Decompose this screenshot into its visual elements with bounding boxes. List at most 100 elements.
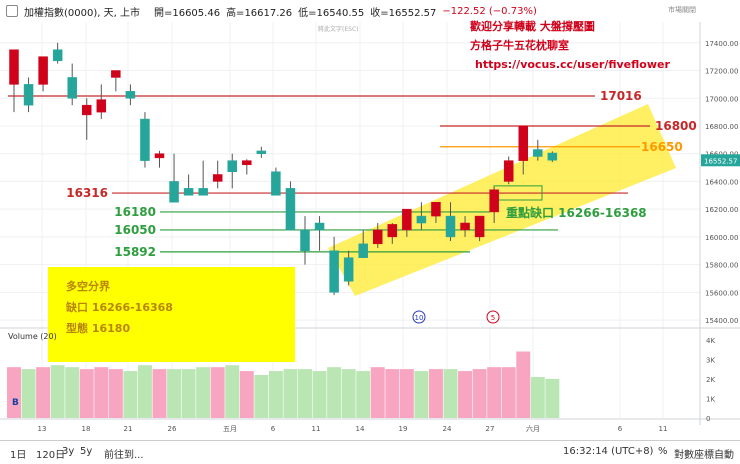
volume-bar [7,367,21,418]
info-box-text: 缺口 16266-16368 [65,300,173,314]
logo-icon: B [12,398,19,408]
price-axis-label: 16400.00 [705,178,738,186]
price-axis-label: 15600.00 [705,289,738,297]
percent-toggle[interactable]: % [658,446,668,457]
volume-bar [21,369,36,418]
candle-body [183,188,194,196]
center-label: 將此文字(ESC) [318,25,358,33]
time-axis-label: 18 [82,425,91,433]
time-axis-label: 19 [399,425,408,433]
volume-bar [327,367,342,418]
candle-body [285,188,296,231]
candle-body [533,149,543,157]
volume-bar [385,369,400,418]
range-1d[interactable]: 1日 [10,450,27,461]
price-axis-label: 17400.00 [705,40,738,48]
price-chart[interactable]: 17400.0017200.0017000.0016800.0016600.00… [0,0,740,440]
time-axis-label: 11 [659,425,668,433]
volume-axis-label: 0 [706,415,710,423]
symbol-title[interactable]: 加權指數(0000), 天, 上市 [24,7,140,19]
candle-body [140,118,150,161]
candle-body [416,215,427,224]
log-toggle[interactable]: 對數座標 [674,450,714,461]
volume-bar [501,367,516,418]
time-axis-label: 26 [168,425,177,433]
auto-toggle[interactable]: 自動 [714,450,734,461]
market-status: 市場關閉 [668,5,696,14]
price-axis-label: 17200.00 [705,68,738,76]
current-price-tag [701,154,740,167]
volume-axis-label: 1K [706,395,715,403]
range-3y[interactable]: 3y [62,446,75,457]
price-axis-label: 16000.00 [705,234,738,242]
volume-axis-label: 2K [706,376,715,384]
goto-button[interactable]: 前往到... [104,450,144,461]
volume-bar [356,371,371,418]
range-5y[interactable]: 5y [80,446,93,457]
event-marker-label: 5 [491,314,495,322]
event-marker-label: 10 [415,314,424,322]
gap-label: 重點缺口 16266-16368 [506,205,647,220]
level-label-15892: 15892 [114,245,156,259]
volume-bar [79,369,94,418]
time-axis-label: 11 [312,425,321,433]
price-axis-label: 15400.00 [705,317,738,325]
volume-bar [530,376,545,418]
candle-body [431,201,441,217]
candle-body [82,104,92,116]
time-axis-label: 13 [38,425,47,433]
info-box-text: 多空分界 [66,279,110,293]
time-axis-label: 6 [618,425,623,433]
volume-bar [152,369,167,418]
volume-bar [399,369,414,418]
level-label-17016: 17016 [600,89,642,103]
volume-bar [137,365,152,418]
time-axis-label: 24 [443,425,452,433]
candle-body [489,189,499,213]
volume-bar [36,367,51,418]
change-value: −122.52 (−0.73%) [442,5,537,17]
info-box [48,267,295,362]
clock-text: 16:32:14 (UTC+8) [563,446,654,457]
candle-body [518,125,528,161]
candle-body [271,171,281,196]
range-120d[interactable]: 120日 [36,450,66,461]
candle-body [227,160,237,172]
candle-body [242,160,252,166]
candle-body [111,70,121,78]
candle-body [547,152,558,161]
volume-bar [254,374,269,418]
time-axis-label: 27 [486,425,495,433]
top-annotation: 歡迎分享轉載 大盤撐壓圖 [470,19,595,33]
bottom-toolbar: 1日 120日 3y 5y 前往到... 16:32:14 (UTC+8) % … [0,440,740,464]
candle-body [212,174,223,182]
candle-body [503,160,514,182]
candle-body [300,229,310,251]
open-value: 開=16605.46 [153,7,221,19]
volume-bar [472,369,487,418]
candle-body [387,224,398,238]
close-value: 收=16552.57 [370,7,437,19]
volume-bar [167,369,182,418]
time-axis-label: 六月 [526,424,540,433]
level-label-16180: 16180 [114,205,156,219]
chart-header: 加權指數(0000), 天, 上市 開=16605.46 高=16617.26 … [0,0,700,22]
info-box-text: 型態 16180 [66,321,130,335]
candle-body [343,257,354,282]
candle-body [402,208,412,231]
volume-bar [225,365,240,418]
volume-bar [312,371,327,418]
volume-bar [196,367,211,418]
candle-body [373,229,383,245]
low-value: 低=16540.55 [298,7,365,19]
level-label-16050: 16050 [114,223,156,237]
volume-bar [458,371,473,418]
time-axis-label: 五月 [223,425,237,433]
time-axis-label: 6 [271,425,276,433]
volume-bar [487,367,502,418]
volume-bar [50,365,65,418]
candle-body [256,150,267,154]
volume-bar [123,371,138,418]
top-annotation: 方格子牛五花枕聊室 [470,38,569,52]
